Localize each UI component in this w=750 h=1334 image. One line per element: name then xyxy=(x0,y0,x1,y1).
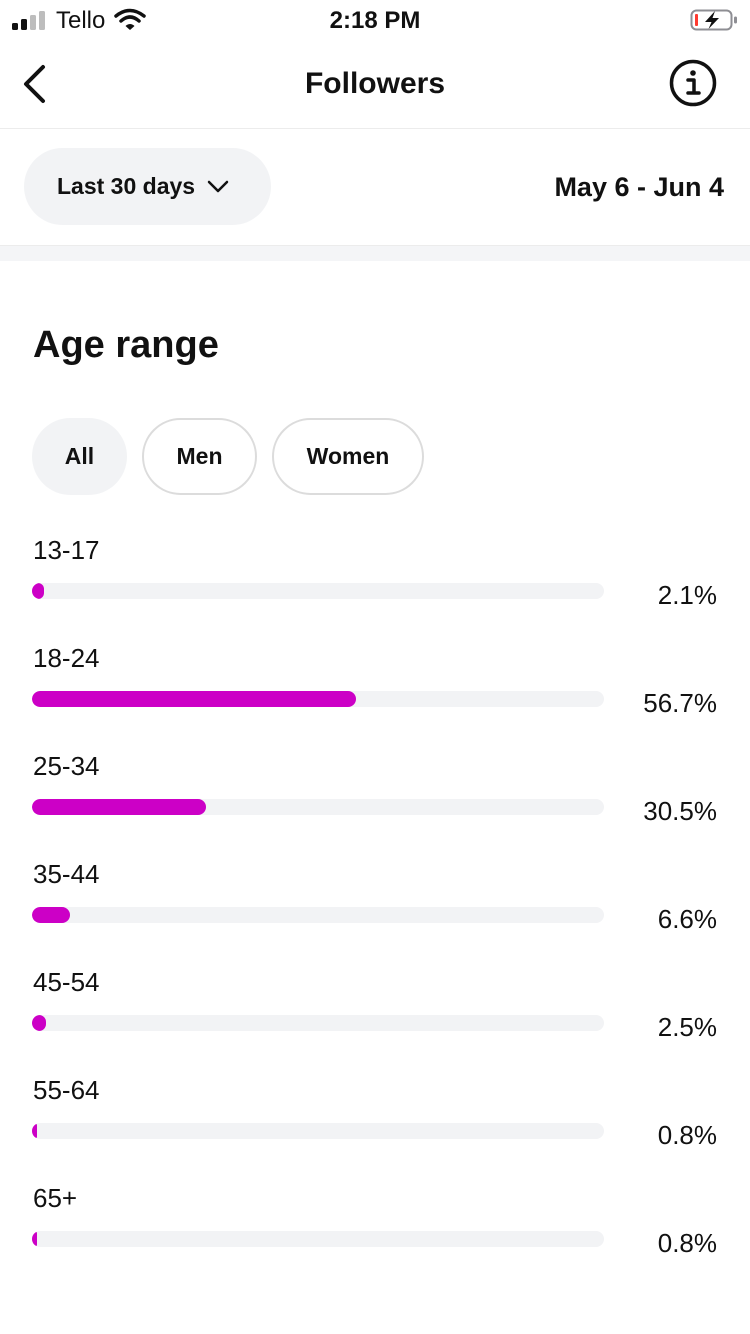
info-button[interactable] xyxy=(668,58,718,108)
chevron-left-icon xyxy=(24,65,45,103)
bar-track xyxy=(32,583,604,599)
bar-fill xyxy=(32,1015,47,1031)
segment-women[interactable]: Women xyxy=(272,418,424,495)
age-percent: 2.1% xyxy=(657,580,717,610)
segment-all-label: All xyxy=(64,443,95,469)
period-dropdown[interactable]: Last 30 days xyxy=(24,148,271,225)
age-row-18-24: 18-24 56.7% xyxy=(0,643,750,751)
carrier-name: Tello xyxy=(56,7,106,34)
age-row-65-plus: 65+ 0.8% xyxy=(0,1183,750,1291)
filter-row: Last 30 days May 6 - Jun 4 xyxy=(0,129,750,245)
period-label: Last 30 days xyxy=(57,173,196,199)
age-label: 45-54 xyxy=(33,967,100,997)
age-row-45-54: 45-54 2.5% xyxy=(0,967,750,1075)
info-circle-icon xyxy=(669,59,717,107)
segment-men-label: Men xyxy=(176,443,223,469)
age-label: 18-24 xyxy=(33,643,100,673)
age-percent: 6.6% xyxy=(657,904,717,934)
bar-track xyxy=(32,1231,604,1247)
age-row-13-17: 13-17 2.1% xyxy=(0,535,750,643)
nav-bar: Followers xyxy=(0,40,750,129)
age-row-25-34: 25-34 30.5% xyxy=(0,751,750,859)
age-label: 13-17 xyxy=(33,535,100,565)
bar-track xyxy=(32,799,604,815)
age-label: 55-64 xyxy=(33,1075,100,1105)
segment-women-label: Women xyxy=(306,443,390,469)
age-percent: 56.7% xyxy=(643,688,717,718)
age-percent: 0.8% xyxy=(657,1228,717,1258)
age-percent: 30.5% xyxy=(643,796,717,826)
bar-fill xyxy=(32,907,70,923)
bar-fill xyxy=(32,583,44,599)
status-time: 2:18 PM xyxy=(329,7,421,34)
age-percent: 2.5% xyxy=(657,1012,717,1042)
status-bar: Tello 2:18 PM xyxy=(0,0,750,40)
cellular-signal-icon xyxy=(12,11,45,30)
bar-fill xyxy=(32,691,357,707)
age-label: 35-44 xyxy=(33,859,100,889)
age-percent: 0.8% xyxy=(657,1120,717,1150)
bar-track xyxy=(32,691,604,707)
bar-fill xyxy=(32,1231,37,1247)
back-button[interactable] xyxy=(12,60,56,108)
bar-fill xyxy=(32,799,207,815)
section-divider xyxy=(0,245,750,261)
bar-track xyxy=(32,1015,604,1031)
age-label: 65+ xyxy=(33,1183,78,1213)
segment-all[interactable]: All xyxy=(32,418,127,495)
wifi-icon xyxy=(114,8,146,30)
bar-fill xyxy=(32,1123,37,1139)
section-title: Age range xyxy=(33,324,219,366)
segment-men[interactable]: Men xyxy=(142,418,257,495)
age-row-55-64: 55-64 0.8% xyxy=(0,1075,750,1183)
age-row-35-44: 35-44 6.6% xyxy=(0,859,750,967)
chevron-down-icon xyxy=(207,180,229,192)
page-title: Followers xyxy=(304,67,446,100)
age-label: 25-34 xyxy=(33,751,100,781)
date-range: May 6 - Jun 4 xyxy=(554,172,724,202)
bar-track xyxy=(32,1123,604,1139)
bar-track xyxy=(32,907,604,923)
battery-charging-icon xyxy=(690,9,737,31)
